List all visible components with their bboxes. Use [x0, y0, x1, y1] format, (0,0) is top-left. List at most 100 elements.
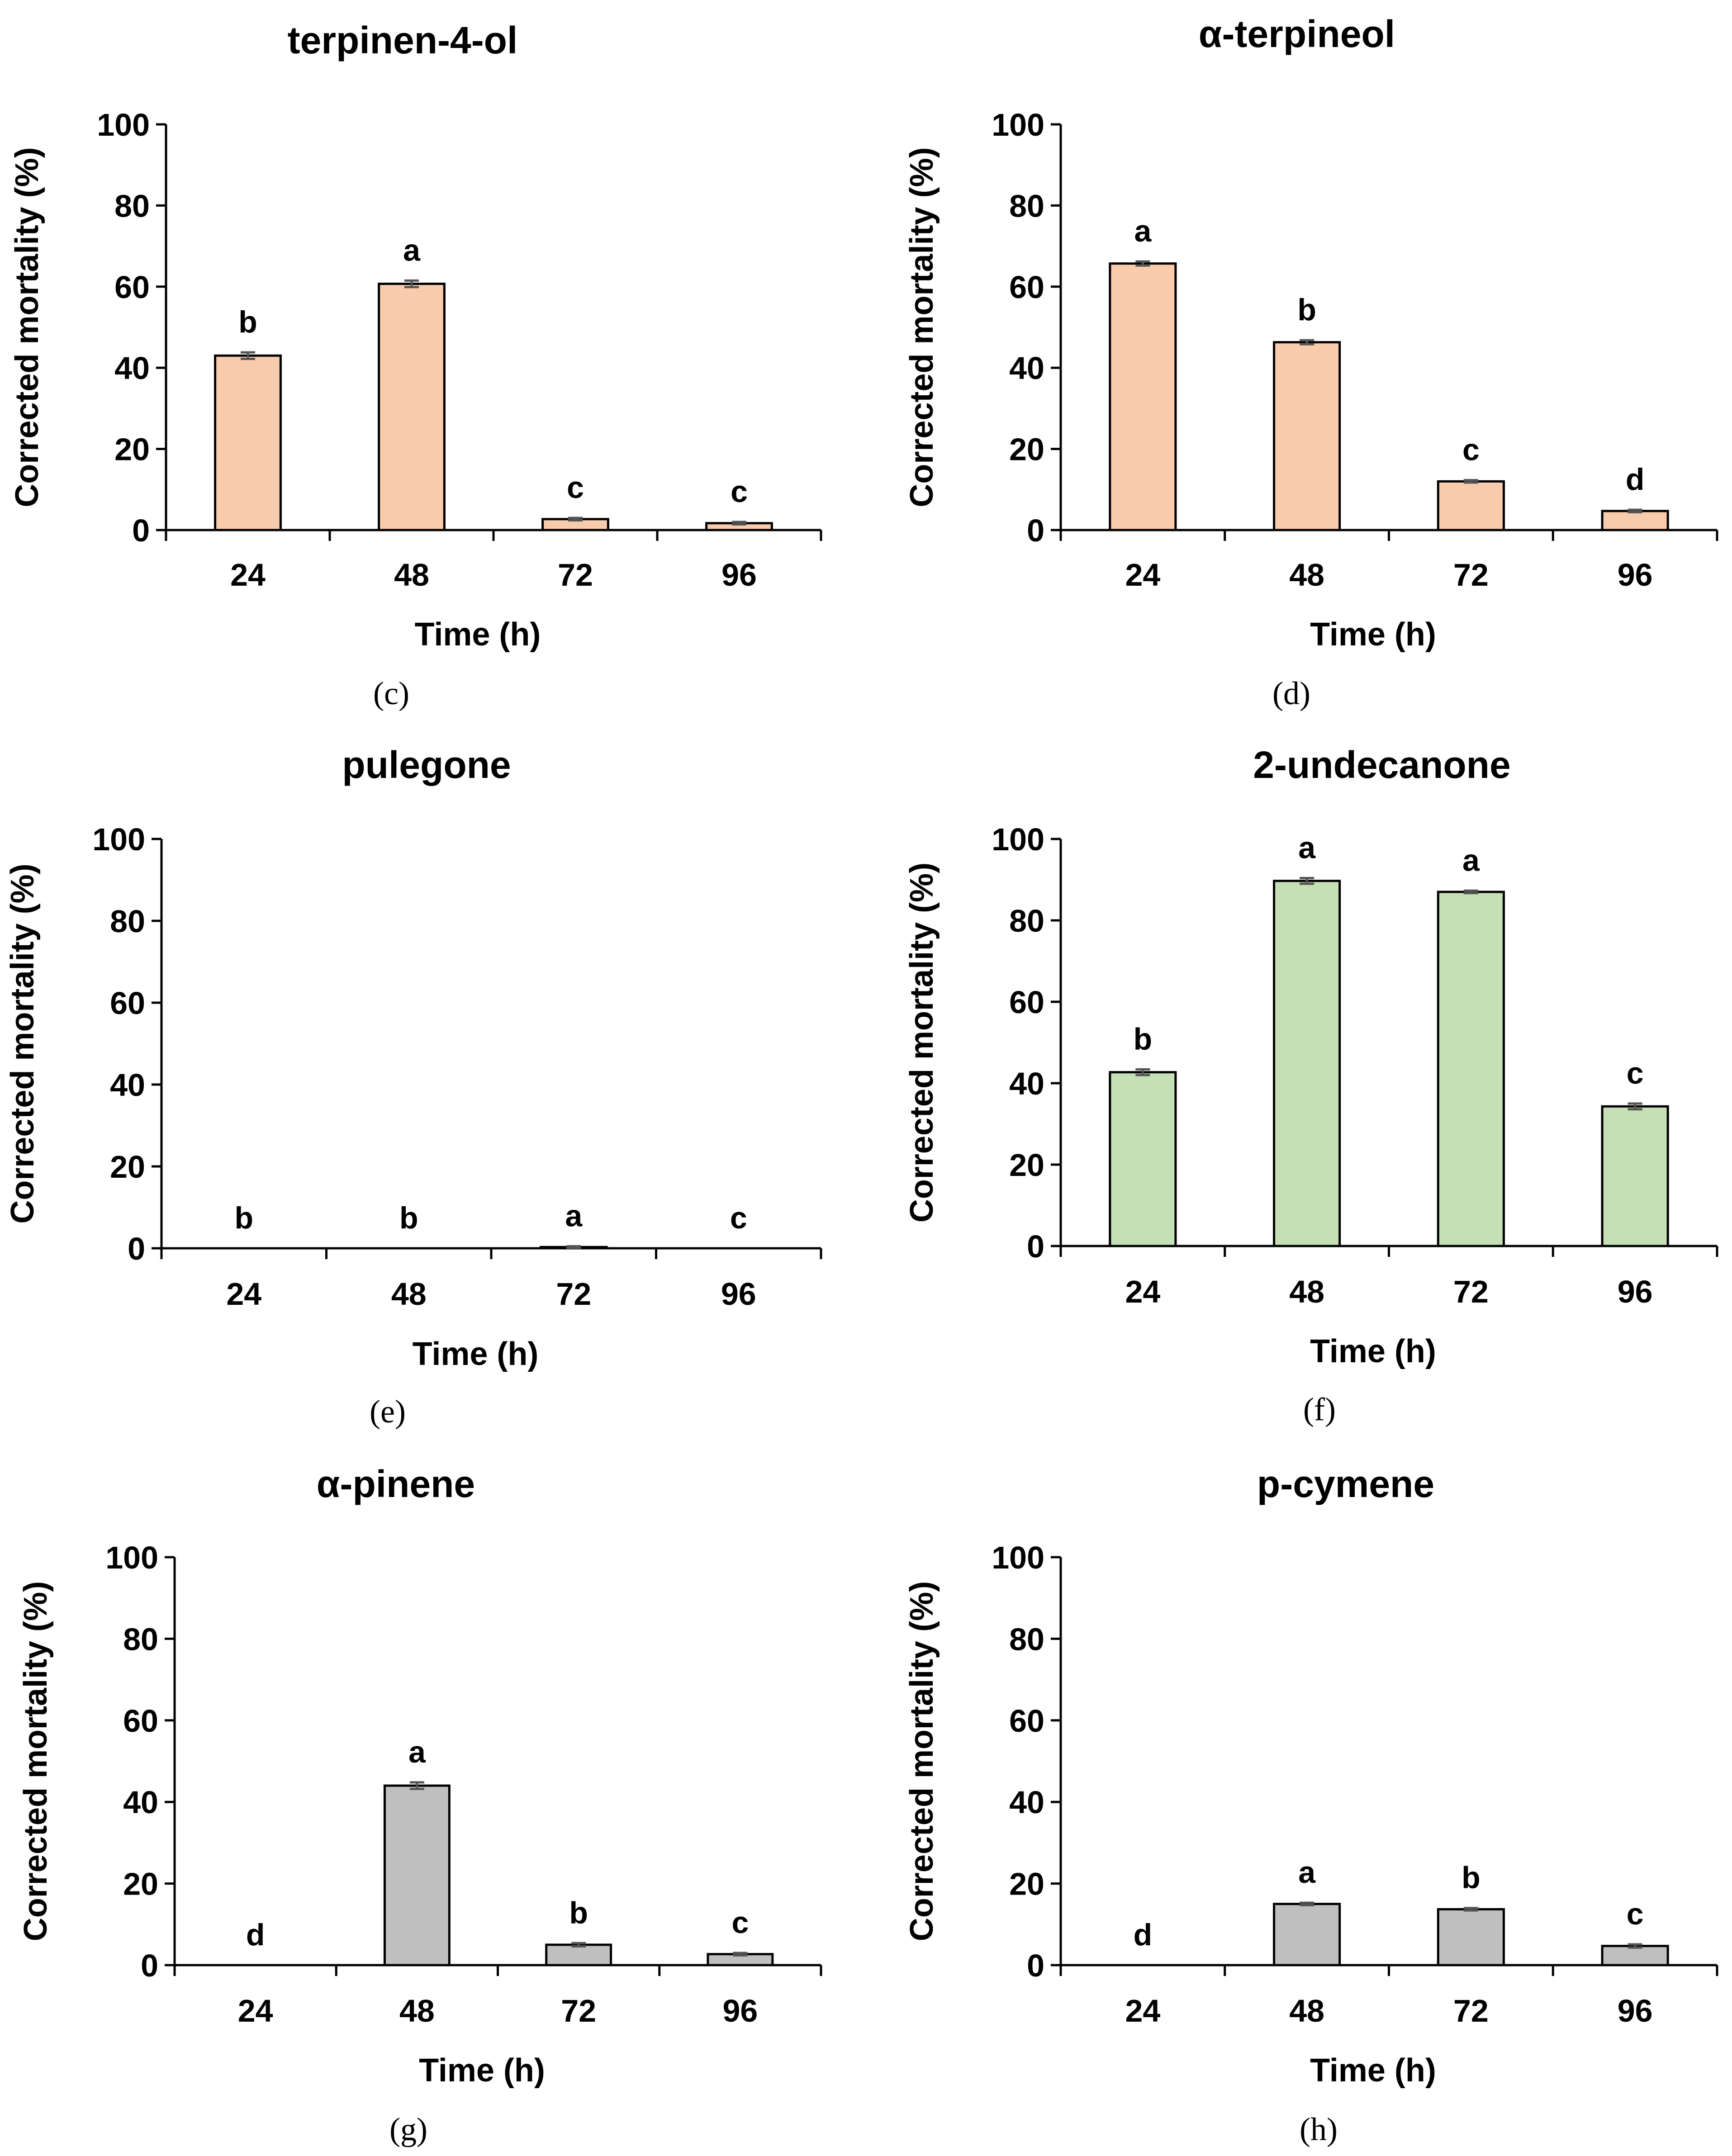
x-tick-label: 72	[1453, 1274, 1489, 1309]
y-tick-label: 20	[1009, 1867, 1044, 1902]
significance-letter: c	[730, 1201, 747, 1235]
y-tick-label: 80	[110, 904, 145, 939]
x-axis-label: Time (h)	[1310, 1333, 1436, 1369]
bar	[1601, 1945, 1669, 1966]
y-tick-label: 80	[1009, 1621, 1044, 1657]
significance-letter: b	[234, 1201, 253, 1235]
y-tick-label: 100	[992, 822, 1044, 857]
x-tick-label: 72	[561, 1993, 596, 2028]
x-tick-label: 72	[556, 1276, 591, 1312]
bar	[1109, 1071, 1177, 1247]
bar	[1273, 341, 1341, 531]
x-tick-label: 48	[399, 1993, 435, 2028]
chart-panel: pulegone 0 20 40 60 80 100 b 24 b 48 a 72 c 96 Time (h)…	[5, 744, 822, 1430]
x-tick-label: 72	[1453, 1993, 1489, 2028]
x-tick-label: 72	[1453, 557, 1489, 592]
x-tick-label: 24	[230, 557, 266, 592]
y-tick-label: 40	[110, 1067, 145, 1103]
y-tick-label: 100	[992, 1540, 1044, 1575]
x-tick-label: 48	[1289, 1274, 1324, 1309]
chart-panel: 2-undecanone 0 20 40 60 80 100 b 24 a 48 a 72 c 96 Time…	[904, 744, 1718, 1427]
y-tick-label: 40	[123, 1785, 158, 1820]
x-tick-label: 96	[722, 1993, 758, 2028]
y-tick-label: 60	[123, 1703, 158, 1739]
chart-panel: p-cymene 0 20 40 60 80 100 d 24 a 48 b 72 c 96 Time (h)…	[904, 1463, 1718, 2147]
y-axis-label: Corrected mortality (%)	[9, 147, 45, 507]
x-tick-label: 24	[1125, 1274, 1160, 1309]
significance-letter: b	[569, 1895, 588, 1930]
significance-letter: d	[246, 1918, 265, 1952]
bar	[545, 1943, 612, 1966]
y-tick-label: 80	[1009, 903, 1044, 938]
bar	[1273, 1903, 1341, 1966]
x-tick-label: 48	[394, 557, 429, 592]
y-axis-label: Corrected mortality (%)	[904, 1581, 940, 1941]
y-tick-label: 100	[105, 1540, 158, 1575]
x-tick-label: 96	[1618, 1993, 1653, 2028]
significance-letter: c	[1627, 1897, 1644, 1931]
chart-title: α-terpineol	[1199, 13, 1395, 55]
bar	[383, 1784, 451, 1966]
x-axis-label: Time (h)	[1310, 616, 1436, 653]
chart-title: α-pinene	[317, 1463, 475, 1505]
y-tick-label: 0	[128, 1231, 145, 1266]
x-tick-label: 72	[558, 557, 593, 592]
y-tick-label: 40	[1009, 1066, 1044, 1101]
panel-label: (h)	[1300, 2111, 1338, 2147]
bar	[1437, 1908, 1505, 1966]
significance-letter: c	[731, 474, 748, 509]
y-tick-label: 80	[114, 188, 150, 223]
chart-title: p-cymene	[1257, 1463, 1434, 1505]
y-tick-label: 60	[114, 270, 150, 305]
x-tick-label: 96	[721, 1276, 756, 1312]
significance-letter: a	[1134, 214, 1152, 248]
significance-letter: b	[1134, 1022, 1153, 1056]
significance-letter: b	[238, 305, 257, 339]
y-tick-label: 40	[1009, 1785, 1044, 1820]
y-tick-label: 40	[1009, 351, 1044, 386]
chart-panel: α-terpineol 0 20 40 60 80 100 a 24 b 48 c 72 d 96 Time …	[904, 13, 1718, 711]
y-axis-label: Corrected mortality (%)	[5, 863, 41, 1223]
bar	[1437, 480, 1505, 531]
panel-label: (d)	[1272, 675, 1310, 711]
y-tick-label: 0	[1027, 513, 1044, 548]
y-tick-label: 60	[1009, 985, 1044, 1020]
significance-letter: d	[1626, 462, 1645, 497]
y-tick-label: 60	[1009, 1703, 1044, 1739]
bar	[1601, 1105, 1669, 1247]
x-axis-label: Time (h)	[415, 616, 541, 653]
y-tick-label: 100	[992, 107, 1044, 142]
x-tick-label: 24	[1125, 557, 1160, 592]
panel-label: (c)	[373, 675, 409, 711]
panel-label: (g)	[389, 2111, 427, 2147]
y-tick-label: 0	[1027, 1229, 1044, 1264]
y-tick-label: 20	[110, 1149, 145, 1185]
significance-letter: d	[1134, 1918, 1153, 1952]
x-tick-label: 48	[1289, 557, 1324, 592]
bar	[378, 283, 446, 531]
y-tick-label: 20	[123, 1867, 158, 1902]
significance-letter: a	[408, 1735, 426, 1769]
x-tick-label: 24	[226, 1276, 261, 1312]
chart-panel: α-pinene 0 20 40 60 80 100 d 24 a 48 b 72 c 96 Time (h)…	[18, 1463, 822, 2147]
x-axis-label: Time (h)	[419, 2052, 545, 2089]
significance-letter: a	[403, 233, 421, 267]
y-axis-label: Corrected mortality (%)	[904, 147, 940, 507]
x-axis-label: Time (h)	[1310, 2052, 1436, 2089]
significance-letter: b	[1462, 1861, 1481, 1895]
significance-letter: b	[1297, 293, 1316, 327]
x-tick-label: 96	[1618, 557, 1653, 592]
y-tick-label: 80	[123, 1621, 158, 1657]
significance-letter: c	[731, 1905, 749, 1940]
significance-letter: b	[399, 1201, 418, 1235]
significance-letter: a	[565, 1199, 583, 1233]
chart-title: pulegone	[342, 744, 511, 786]
y-tick-label: 60	[110, 986, 145, 1021]
significance-letter: c	[1462, 433, 1480, 467]
y-tick-label: 80	[1009, 188, 1044, 223]
significance-letter: c	[1627, 1056, 1644, 1090]
chart-panel: terpinen-4-ol 0 20 40 60 80 100 b 24 a 48 c 72 c 96 Tim…	[9, 19, 822, 711]
panel-label: (e)	[370, 1393, 406, 1430]
x-tick-label: 48	[1289, 1993, 1324, 2028]
